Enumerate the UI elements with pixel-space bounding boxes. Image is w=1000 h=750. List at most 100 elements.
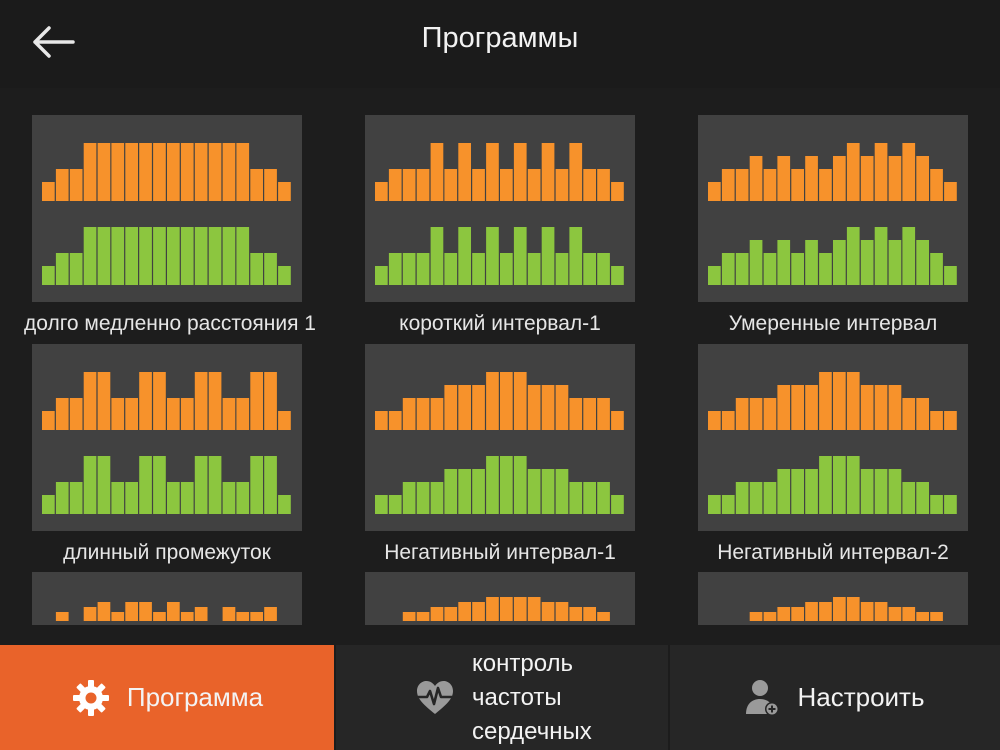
pattern-bar [264,456,277,514]
pattern-bar [402,612,416,621]
bar-pattern-graphic [749,597,943,621]
pattern-bar [444,469,458,514]
pattern-bar [541,469,555,514]
pattern-bar [472,385,485,430]
pattern-bar [721,495,735,514]
pattern-bar [153,372,166,430]
pattern-bar [180,482,194,514]
pattern-bar [860,469,874,514]
program-card-long-gap[interactable] [32,344,302,531]
pattern-bar [500,456,513,514]
pattern-bar [874,385,888,430]
pattern-bar [500,597,513,621]
pattern-bar [278,411,291,430]
pattern-bar [139,602,152,621]
pattern-bar [944,266,957,285]
pattern-bar [83,227,97,285]
pattern-bar [375,182,388,201]
pattern-bar [611,495,624,514]
pattern-bar [388,411,402,430]
pattern-bar [611,411,624,430]
pattern-bar [472,253,485,285]
pattern-bar [83,143,97,201]
pattern-bar [541,385,555,430]
pattern-bar [735,482,749,514]
pattern-bar [264,169,277,201]
program-card-long-slow[interactable] [32,115,302,302]
pattern-bar [222,143,236,201]
program-label: длинный промежуток [63,541,271,564]
pattern-bar [167,602,180,621]
pattern-bar [805,385,818,430]
tab-program[interactable]: Программа [0,645,334,750]
pattern-bar [944,182,957,201]
pattern-bar [555,469,569,514]
program-card-partial-1[interactable] [32,572,302,625]
pattern-bar [888,240,902,285]
program-card-short-interval[interactable] [365,115,635,302]
pattern-bar [388,169,402,201]
pattern-bar [527,253,541,285]
pattern-bar [555,253,569,285]
pattern-bar [125,482,138,514]
program-card-partial-3[interactable] [698,572,968,625]
pattern-bar [819,253,832,285]
user-settings-icon [745,678,781,718]
pattern-bar [444,385,458,430]
pattern-bar [458,143,471,201]
pattern-bar [208,456,222,514]
pattern-bar [860,240,874,285]
pattern-bar [42,411,55,430]
pattern-bar [125,398,138,430]
pattern-bar [55,482,69,514]
pattern-bar [777,469,791,514]
pattern-bar [860,385,874,430]
pattern-bar [902,398,916,430]
pattern-bar [583,169,596,201]
bar-pattern-graphic [708,143,957,285]
program-card-negative-2[interactable] [698,344,968,531]
pattern-bar [930,411,943,430]
tab-heart-rate[interactable]: контроль частоты сердечных [336,645,668,750]
pattern-bar [375,411,388,430]
bar-pattern-graphic [402,597,610,621]
pattern-bar [97,227,111,285]
pattern-bar [236,143,250,201]
pattern-bar [846,597,860,621]
back-button[interactable] [26,18,78,66]
program-card-moderate-interval[interactable] [698,115,968,302]
pattern-bar [472,602,485,621]
pattern-bar [541,227,555,285]
pattern-bar [180,612,194,621]
tab-settings[interactable]: Настроить [670,645,1000,750]
pattern-bar [264,372,277,430]
pattern-bar [874,143,888,201]
pattern-bar [527,469,541,514]
pattern-bar [97,602,111,621]
pattern-bar [833,372,846,430]
pattern-bar [763,398,777,430]
program-card-partial-2[interactable] [365,572,635,625]
arrow-left-icon [33,26,75,58]
pattern-bar [833,240,846,285]
pattern-bar [805,602,818,621]
pattern-bar [194,607,208,621]
pattern-bar [111,398,125,430]
program-card-negative-1[interactable] [365,344,635,531]
pattern-bar [42,182,55,201]
pattern-bar [708,266,721,285]
pattern-bar [222,482,236,514]
tab-heart-rate-line: контроль [472,649,574,677]
pattern-bar [208,227,222,285]
pattern-bar [583,482,596,514]
bar-pattern-graphic [42,372,291,514]
pattern-bar [180,143,194,201]
pattern-bar [541,602,555,621]
pattern-bar [125,602,138,621]
pattern-bar [69,398,83,430]
pattern-bar [874,227,888,285]
pattern-bar [944,411,957,430]
pattern-bar [250,372,263,430]
pattern-bar [874,469,888,514]
pattern-bar [194,143,208,201]
